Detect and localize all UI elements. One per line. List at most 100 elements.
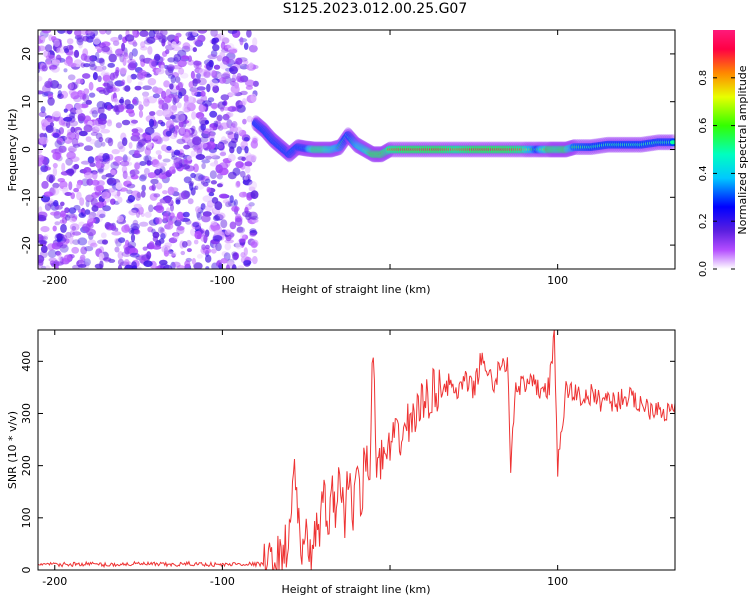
noise-dot (124, 264, 134, 269)
noise-dot (235, 57, 243, 65)
noise-dot (40, 235, 48, 241)
noise-dot (231, 73, 237, 83)
noise-dot (225, 130, 234, 135)
noise-dot (170, 203, 174, 212)
noise-dot (169, 83, 174, 90)
noise-dot (121, 155, 131, 161)
noise-dot (178, 192, 187, 201)
noise-dot (211, 102, 218, 110)
noise-dot (243, 60, 249, 65)
noise-dot (136, 142, 143, 149)
noise-dot (132, 98, 137, 105)
noise-dot (204, 120, 210, 125)
noise-dot (90, 131, 98, 136)
noise-dot (47, 77, 53, 86)
noise-dot (47, 243, 56, 251)
noise-dot (58, 116, 64, 126)
noise-dot (41, 30, 52, 34)
noise-dot (196, 234, 202, 240)
noise-dot (196, 86, 206, 91)
noise-dot (196, 85, 206, 93)
noise-dot (77, 237, 88, 246)
noise-dot (110, 169, 116, 175)
noise-dot (201, 162, 206, 170)
noise-dot (251, 256, 258, 265)
noise-dot (132, 219, 139, 226)
noise-dot (38, 148, 43, 155)
noise-dot (124, 34, 135, 42)
spectrogram-y-ticks: -20 -10 0 10 20 (20, 47, 675, 254)
noise-dot (72, 239, 81, 246)
noise-dot (142, 246, 148, 251)
snr-panel: -200 -100 100 0 100 200 300 400 Height of stra… (6, 329, 676, 596)
noise-dot (147, 226, 154, 233)
noise-dot (64, 135, 69, 142)
noise-dot (41, 265, 47, 269)
noise-dot (193, 146, 203, 153)
noise-dot (85, 30, 92, 36)
noise-dot (196, 254, 203, 259)
noise-dot (41, 180, 49, 189)
noise-dot (161, 245, 171, 254)
noise-dot (48, 257, 57, 262)
noise-dot (211, 155, 221, 160)
noise-dot (218, 77, 227, 84)
noise-dot (144, 147, 151, 156)
noise-dot (188, 133, 194, 138)
noise-dot (225, 264, 230, 269)
noise-dot (167, 220, 174, 226)
noise-dot (228, 48, 238, 54)
noise-dot (101, 239, 109, 245)
noise-dot (75, 78, 84, 84)
noise-dot (187, 55, 192, 62)
noise-dot (208, 131, 216, 137)
noise-dot (139, 30, 149, 37)
noise-dot (114, 156, 123, 162)
noise-dot (191, 111, 197, 120)
noise-dot (92, 72, 98, 81)
colorbar-tick-label: 0.6 (698, 118, 709, 134)
noise-dot (219, 122, 230, 130)
noise-dot (193, 163, 199, 173)
noise-dot (187, 198, 194, 205)
noise-dot (227, 131, 236, 140)
noise-dot (134, 150, 140, 157)
colorbar-tick-label: 0.2 (698, 213, 709, 229)
noise-dot (96, 201, 105, 209)
noise-dot (91, 192, 100, 199)
noise-dot (49, 122, 55, 128)
noise-dot (69, 112, 76, 119)
noise-dot (220, 107, 225, 112)
noise-dot (250, 93, 257, 103)
noise-dot (220, 258, 228, 264)
noise-dot (160, 165, 166, 175)
noise-dot (116, 190, 121, 197)
y-tick-label: 0 (20, 146, 33, 153)
noise-dot (154, 163, 165, 169)
noise-dot (210, 30, 218, 37)
noise-dot (131, 119, 138, 124)
noise-dot (110, 36, 120, 43)
noise-dot (38, 154, 45, 162)
noise-dot (206, 83, 211, 93)
noise-dot (60, 223, 67, 233)
noise-dot (41, 64, 48, 72)
noise-dot (68, 120, 79, 127)
noise-dot (74, 30, 82, 37)
noise-dot (180, 250, 186, 256)
noise-dot (202, 100, 212, 107)
noise-dot (148, 204, 154, 213)
noise-dot (227, 57, 237, 64)
noise-dot (175, 113, 186, 123)
noise-dot (102, 153, 110, 161)
noise-dot (56, 137, 64, 144)
noise-dot (230, 123, 236, 128)
noise-dot (148, 241, 155, 250)
noise-dot (133, 229, 141, 235)
noise-dot (54, 147, 64, 155)
noise-dot (165, 88, 171, 97)
noise-dot (126, 183, 136, 189)
noise-dot (231, 251, 238, 257)
noise-dot (67, 62, 77, 67)
